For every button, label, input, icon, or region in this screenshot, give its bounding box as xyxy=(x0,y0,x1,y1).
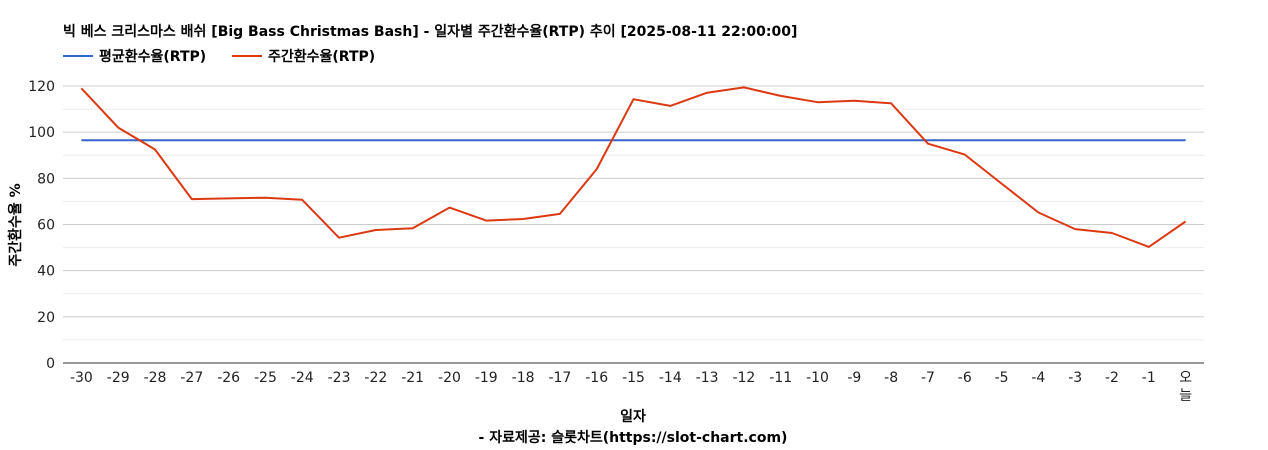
x-tick-label: -17 xyxy=(548,370,571,386)
x-axis-ticks: -30 -29 -28 -27 -26 -25 -24 -23 -22 -21 -20 -19 -18-… xyxy=(70,370,1192,404)
legend-label-avg-rtp: 평균환수율(RTP) xyxy=(99,49,207,65)
series-line-weekly-rtp[interactable] xyxy=(80,86,1187,248)
legend-item-weekly-rtp[interactable]: 주간환수율(RTP) xyxy=(232,46,375,66)
x-tick-label: -6 xyxy=(958,370,972,386)
y-tick-label: 120 xyxy=(28,79,55,95)
y-tick-label: 0 xyxy=(46,356,55,372)
chart-title: 빅 베스 크리스마스 배쉬 [Big Bass Christmas Bash] … xyxy=(63,24,798,40)
source-note: - 자료제공: 슬롯차트(https://slot-chart.com) xyxy=(479,430,788,446)
x-tick-label: -18 xyxy=(512,370,535,386)
legend-item-avg-rtp[interactable]: 평균환수율(RTP) xyxy=(63,46,206,66)
x-tick-label: -19 xyxy=(475,370,498,386)
x-tick-label: -13 xyxy=(696,370,719,386)
x-tick-label: -25 xyxy=(254,370,277,386)
x-tick-label: -5 xyxy=(995,370,1009,386)
legend-label-weekly-rtp: 주간환수율(RTP) xyxy=(268,49,376,65)
x-axis-title: 일자 xyxy=(620,409,646,425)
legend-swatch-weekly-rtp xyxy=(232,55,262,57)
x-tick-label: -27 xyxy=(180,370,203,386)
y-tick-label: 40 xyxy=(37,264,55,280)
y-axis-title: 주간환수율 % xyxy=(7,183,24,266)
x-tick-label: -15 xyxy=(622,370,645,386)
legend-swatch-avg-rtp xyxy=(63,55,93,57)
y-tick-label: 80 xyxy=(37,171,55,187)
x-tick-label: -12 xyxy=(732,370,755,386)
y-axis-ticks: 0 20 40 60 80 100 120 xyxy=(28,79,55,372)
x-tick-label: -7 xyxy=(921,370,935,386)
gridlines xyxy=(63,85,1204,341)
x-tick-label: -29 xyxy=(107,370,130,386)
x-tick-label: -11 xyxy=(769,370,792,386)
y-tick-label: 20 xyxy=(37,310,55,326)
x-tick-label: -16 xyxy=(585,370,608,386)
x-tick-label: -30 xyxy=(70,370,93,386)
x-tick-label: -14 xyxy=(659,370,682,386)
x-tick-label: -23 xyxy=(328,370,351,386)
x-tick-label: -8 xyxy=(884,370,898,386)
x-tick-label: -24 xyxy=(291,370,314,386)
x-tick-label: -9 xyxy=(847,370,861,386)
x-tick-label: -1 xyxy=(1142,370,1156,386)
x-tick-label: -4 xyxy=(1031,370,1045,386)
x-tick-label: -10 xyxy=(806,370,829,386)
x-tick-label: -28 xyxy=(144,370,167,386)
x-tick-label: -22 xyxy=(364,370,387,386)
y-tick-label: 100 xyxy=(28,125,55,141)
x-tick-label: -26 xyxy=(217,370,240,386)
x-tick-label: -3 xyxy=(1068,370,1082,386)
x-tick-label: -21 xyxy=(401,370,424,386)
y-tick-label: 60 xyxy=(37,218,55,234)
series-lines xyxy=(80,86,1187,248)
x-tick-label: -2 xyxy=(1105,370,1119,386)
x-tick-label: -20 xyxy=(438,370,461,386)
